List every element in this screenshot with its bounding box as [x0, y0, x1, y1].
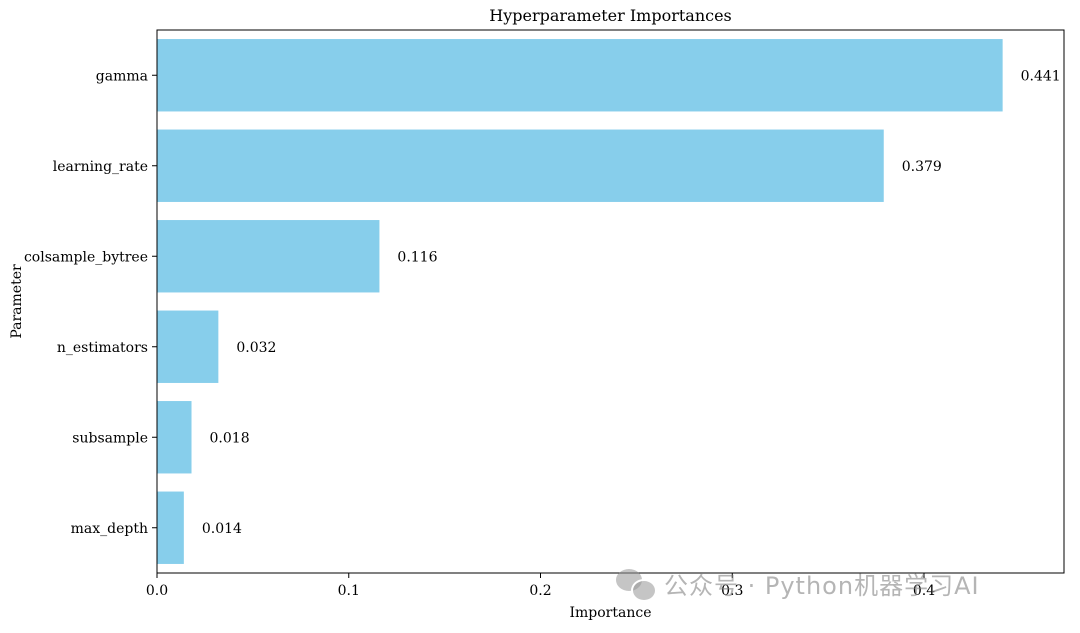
- bar-value-label: 0.014: [202, 521, 242, 537]
- bar-value-label: 0.032: [236, 340, 276, 356]
- bar-value-label: 0.116: [397, 249, 437, 265]
- bar-n_estimators: [157, 310, 219, 383]
- x-tick-label: 0.3: [721, 583, 743, 599]
- bar-colsample_bytree: [157, 220, 380, 293]
- bars-layer: 0.441 0.379 0.116 0.032 0.018 0.014: [157, 39, 1061, 564]
- bar-max_depth: [157, 491, 184, 564]
- y-tick-label: subsample: [72, 430, 148, 446]
- x-axis-label: Importance: [569, 605, 651, 621]
- bar-learning_rate: [157, 129, 884, 202]
- bar-value-label: 0.441: [1021, 68, 1061, 84]
- chart-title: Hyperparameter Importances: [489, 6, 732, 25]
- bar-gamma: [157, 39, 1003, 112]
- plot-area-frame: [156, 29, 1065, 574]
- x-tick-label: 0.2: [529, 583, 551, 599]
- bar-value-label: 0.379: [902, 159, 942, 175]
- y-tick-label: gamma: [96, 68, 148, 84]
- x-tick-label: 0.4: [913, 583, 935, 599]
- ticks-layer: gamma learning_rate colsample_bytree n_esti…: [24, 68, 935, 599]
- y-tick-label: colsample_bytree: [24, 249, 148, 265]
- x-tick-label: 0.1: [338, 583, 360, 599]
- y-tick-label: n_estimators: [57, 340, 148, 356]
- bar-value-label: 0.018: [210, 430, 250, 446]
- y-axis-label: Parameter: [9, 264, 25, 339]
- bar-subsample: [157, 401, 192, 474]
- y-tick-label: learning_rate: [53, 159, 148, 175]
- y-tick-label: max_depth: [71, 521, 148, 537]
- x-tick-label: 0.0: [146, 583, 168, 599]
